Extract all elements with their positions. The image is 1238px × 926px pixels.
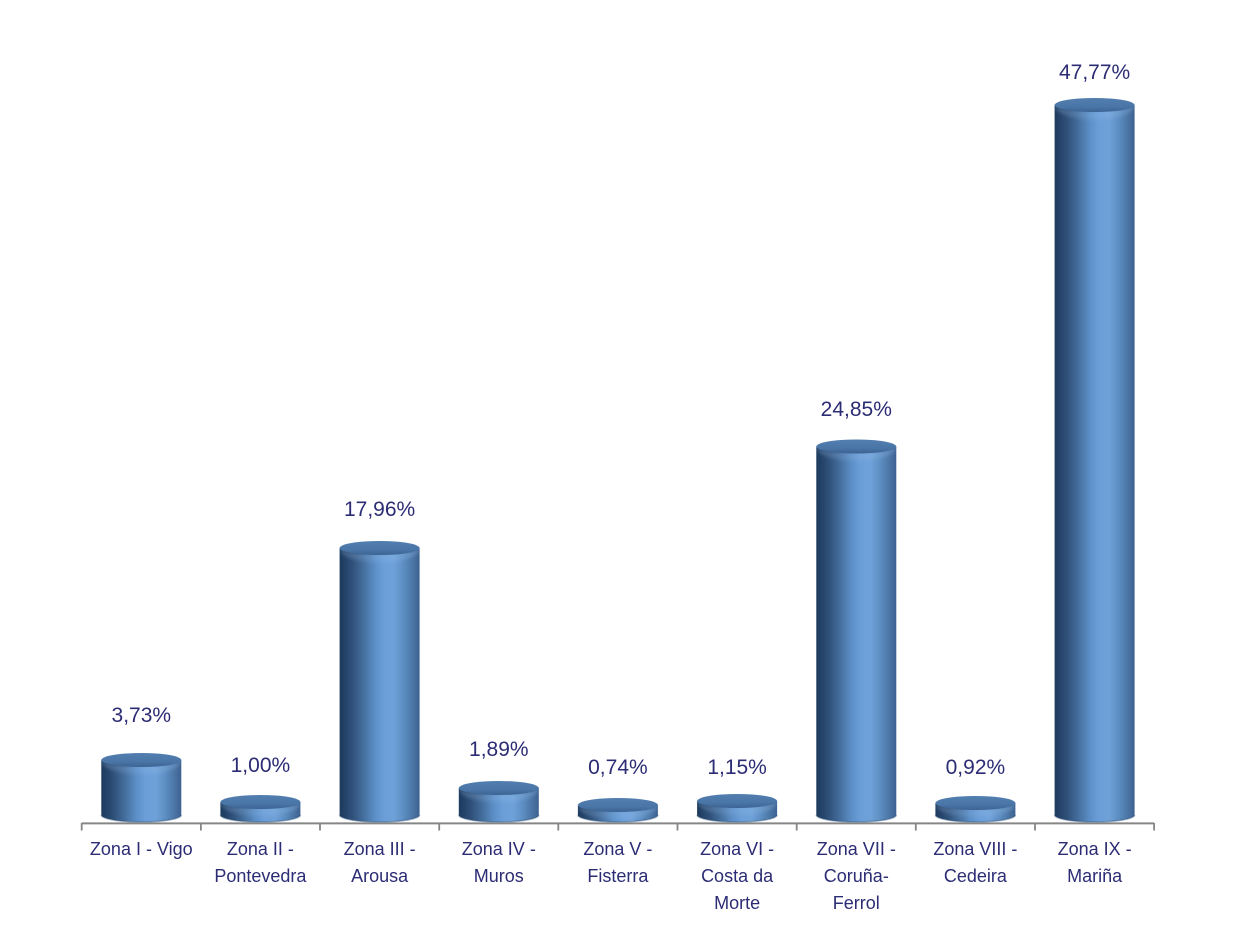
- svg-text:Zona VII -: Zona VII -: [817, 839, 896, 859]
- svg-text:Arousa: Arousa: [351, 866, 409, 886]
- svg-text:Mariña: Mariña: [1067, 866, 1123, 886]
- svg-text:17,96%: 17,96%: [344, 498, 415, 521]
- svg-text:47,77%: 47,77%: [1059, 61, 1130, 84]
- svg-text:3,73%: 3,73%: [112, 704, 172, 727]
- svg-text:Muros: Muros: [474, 866, 524, 886]
- svg-text:0,74%: 0,74%: [588, 756, 648, 779]
- svg-text:Morte: Morte: [714, 893, 760, 913]
- svg-text:Zona V -: Zona V -: [583, 839, 652, 859]
- svg-text:24,85%: 24,85%: [821, 398, 892, 421]
- svg-text:1,15%: 1,15%: [707, 756, 767, 779]
- svg-text:Pontevedra: Pontevedra: [214, 866, 307, 886]
- svg-text:Costa da: Costa da: [701, 866, 774, 886]
- svg-text:1,00%: 1,00%: [231, 754, 291, 777]
- svg-text:Cedeira: Cedeira: [944, 866, 1008, 886]
- svg-text:Zona IX -: Zona IX -: [1058, 839, 1132, 859]
- svg-text:Zona IV -: Zona IV -: [462, 839, 536, 859]
- svg-text:Zona II -: Zona II -: [227, 839, 294, 859]
- svg-text:Fisterra: Fisterra: [587, 866, 649, 886]
- svg-text:Coruña-: Coruña-: [824, 866, 889, 886]
- svg-text:Zona VI -: Zona VI -: [700, 839, 774, 859]
- svg-text:0,92%: 0,92%: [946, 756, 1006, 779]
- svg-text:Zona VIII -: Zona VIII -: [933, 839, 1017, 859]
- svg-text:Zona III -: Zona III -: [344, 839, 416, 859]
- svg-text:Zona I - Vigo: Zona I - Vigo: [90, 839, 193, 859]
- svg-text:Ferrol: Ferrol: [833, 893, 880, 913]
- svg-text:1,89%: 1,89%: [469, 738, 529, 761]
